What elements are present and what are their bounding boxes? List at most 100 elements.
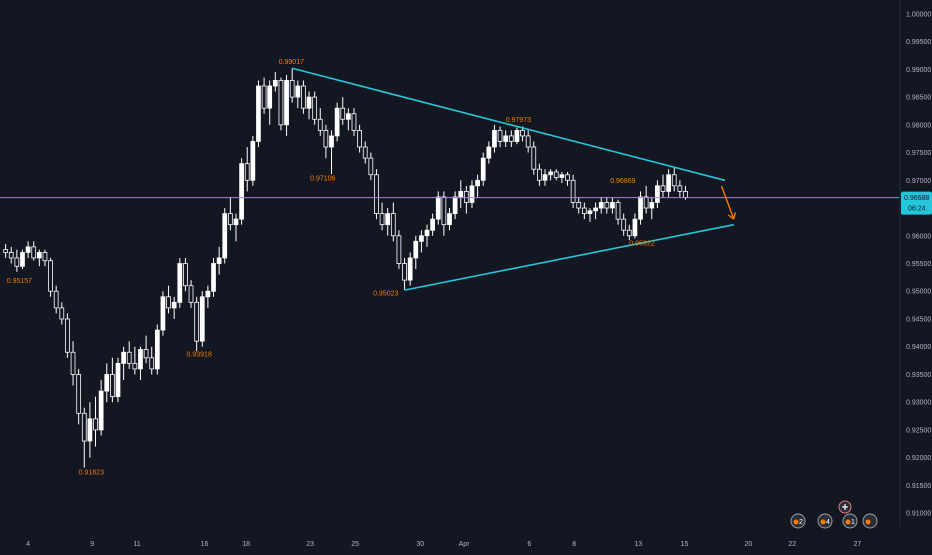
candle-body	[351, 113, 357, 131]
candle-body	[278, 80, 284, 126]
candle-body	[643, 196, 649, 209]
candle-body	[166, 296, 171, 309]
candle-body	[126, 351, 132, 364]
price-tick-label: 0.95000	[906, 289, 931, 296]
lower-trendline[interactable]	[404, 223, 734, 291]
candle-body	[559, 174, 565, 178]
candle	[199, 291, 205, 347]
candle-body	[211, 263, 216, 292]
price-tick-label: 0.93500	[906, 372, 931, 379]
candle-body	[138, 349, 143, 370]
candle	[166, 285, 171, 314]
candle-body	[3, 249, 8, 253]
candle	[435, 191, 441, 225]
candle-body	[76, 374, 82, 414]
candle-body	[306, 96, 312, 109]
candle	[306, 91, 312, 120]
candle	[295, 80, 301, 109]
candle-body	[553, 171, 559, 178]
candle-body	[284, 80, 289, 126]
candle-body	[632, 218, 638, 237]
candle	[87, 402, 93, 458]
candle	[407, 252, 413, 286]
price-tick-label: 0.97500	[906, 150, 931, 157]
candle-body	[222, 213, 228, 259]
candle-body	[430, 218, 436, 231]
countdown-label: 06:24	[908, 206, 926, 213]
candle	[160, 291, 166, 336]
candle-body	[435, 196, 441, 220]
candle-body	[87, 418, 93, 442]
plus-icon[interactable]	[838, 500, 852, 514]
price-tick-label: 0.93000	[906, 400, 931, 407]
news-badge-2[interactable]: 4	[817, 513, 833, 529]
candle	[3, 244, 8, 258]
candle-body	[621, 218, 627, 231]
candle	[228, 196, 233, 231]
candle-body	[570, 179, 576, 203]
price-annotation: 0.97106	[310, 175, 335, 182]
badge-count: 2	[799, 519, 803, 526]
candle-body	[655, 185, 660, 203]
candle-body	[587, 210, 593, 214]
flag-icon	[845, 519, 851, 525]
candle-body	[272, 80, 278, 87]
candle	[508, 130, 514, 148]
candle	[110, 357, 115, 403]
candle-body	[598, 202, 604, 209]
date-tick-label: 18	[242, 541, 250, 548]
down-arrow-icon[interactable]	[720, 185, 736, 220]
candle	[81, 407, 87, 468]
candle	[183, 257, 188, 292]
price-axis[interactable]: 1.00000 0.99500 0.99000 0.98500 0.98000 0.975…	[906, 11, 931, 517]
candle	[492, 124, 497, 153]
candle-body	[610, 202, 615, 209]
price-tick-label: 0.98500	[906, 95, 931, 102]
upper-trendline[interactable]	[291, 67, 726, 182]
news-badge-3[interactable]: 1	[842, 513, 858, 529]
news-badge-1[interactable]: 2	[790, 513, 806, 529]
candle	[497, 126, 503, 148]
candle	[272, 72, 278, 92]
candle	[419, 230, 424, 253]
date-tick-label: 25	[351, 541, 359, 548]
date-tick-label: 6	[527, 541, 531, 548]
candle	[542, 169, 548, 186]
candle	[576, 196, 582, 214]
candle	[531, 141, 537, 175]
event-badges[interactable]: 2 4 1	[790, 500, 878, 529]
price-tick-label: 0.92500	[906, 427, 931, 434]
price-annotation: 0.95922	[629, 241, 654, 248]
candle	[463, 185, 469, 214]
candle-body	[396, 235, 402, 264]
candle	[239, 158, 244, 225]
candle	[289, 68, 295, 103]
candle-body	[593, 207, 598, 212]
date-tick-label: 9	[90, 541, 94, 548]
candle	[149, 346, 155, 375]
candle	[458, 180, 464, 209]
time-axis[interactable]: 4 9 11 16 18 23 25 30 Apr 6 8 13 15 20 22 27	[26, 541, 861, 548]
candle	[514, 127, 520, 145]
candle-body	[256, 85, 261, 142]
candle	[587, 208, 593, 222]
candle	[593, 202, 598, 220]
candle	[559, 171, 565, 184]
candle-body	[402, 263, 407, 281]
candle	[104, 363, 110, 403]
candle-body	[374, 174, 379, 214]
candle-body	[132, 362, 138, 370]
candle	[553, 169, 559, 181]
badge-count: 1	[851, 519, 855, 526]
candle	[379, 202, 385, 231]
candle-body	[233, 218, 239, 226]
date-tick-label: Apr	[459, 541, 471, 548]
candle-body	[53, 290, 59, 309]
news-badge-4[interactable]	[862, 513, 878, 529]
candle	[441, 191, 447, 236]
price-annotation: 0.96869	[610, 178, 635, 185]
candle-body	[317, 118, 323, 131]
candle	[374, 169, 379, 220]
